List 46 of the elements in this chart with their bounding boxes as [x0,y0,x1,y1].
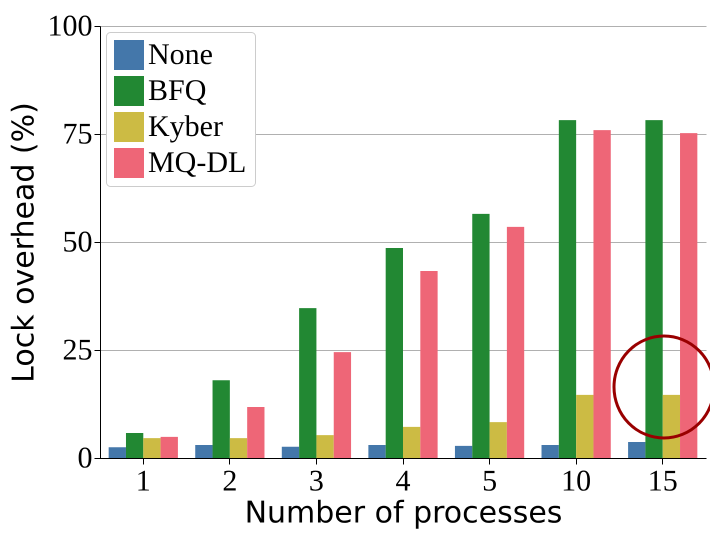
bar [386,248,403,458]
bar [230,438,248,458]
bar [247,407,264,458]
bar [645,120,663,458]
x-tick-label: 10 [561,464,592,498]
bar [282,446,300,458]
x-tick-label: 5 [482,464,498,498]
x-tick-label: 15 [648,464,678,498]
bar [126,432,144,458]
x-tick-label: 4 [396,464,410,498]
y-tick-label: 0 [78,442,92,474]
bar [403,426,420,458]
bar [368,445,386,458]
bar [299,308,316,458]
bar [506,226,524,458]
bar [316,435,334,458]
bar [490,422,507,458]
legend-label: None [148,38,213,71]
bar [593,130,611,458]
bar [558,120,576,458]
x-tick-label: 2 [222,464,238,498]
bar [472,214,490,458]
legend-label: BFQ [148,74,207,107]
bar [108,447,126,458]
bar [160,436,178,458]
y-tick-label: 75 [62,118,92,150]
y-axis-title: Lock overhead (%) [6,102,42,383]
bar [542,445,559,458]
bar [195,445,213,458]
bar [680,133,698,458]
legend-label: Kyber [148,110,223,143]
x-tick-label: 3 [308,464,324,498]
x-tick-label: 1 [136,464,151,498]
bar [454,446,472,458]
bar [576,394,594,458]
y-tick-label: 50 [62,226,92,258]
x-axis-title: Number of processes [244,496,562,530]
y-tick-label: 100 [48,10,92,42]
bar [334,352,352,458]
bar [662,394,680,458]
bar [212,380,230,458]
bar [628,442,646,458]
bar [420,270,438,458]
legend-label: MQ-DL [148,146,246,179]
y-tick-label: 25 [62,334,92,366]
bar [143,438,161,458]
